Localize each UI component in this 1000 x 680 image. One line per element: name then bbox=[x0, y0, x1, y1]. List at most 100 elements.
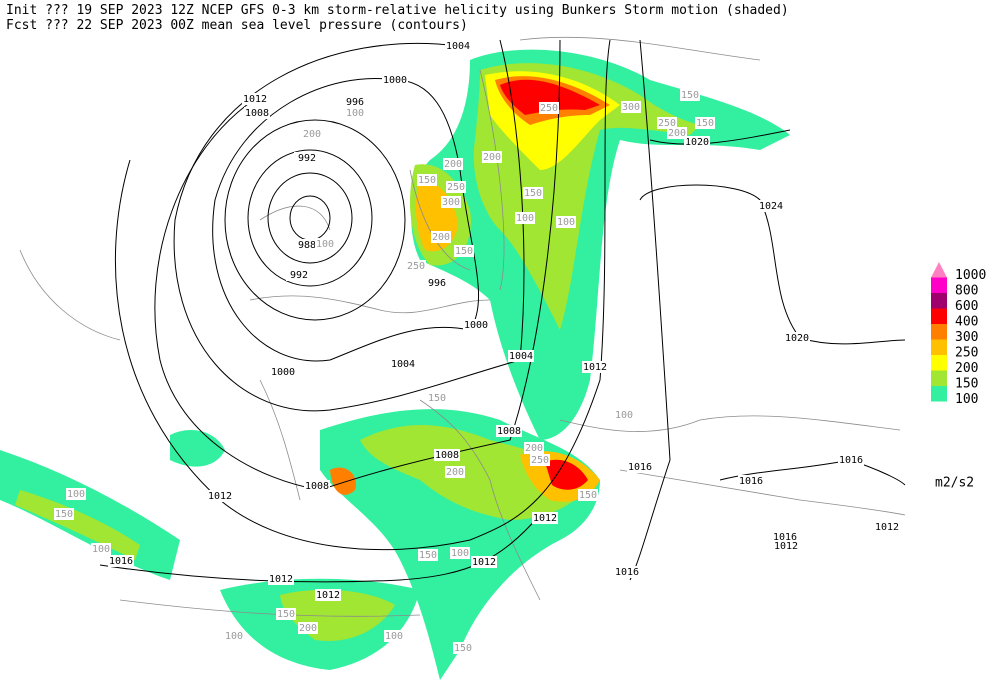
helicity-label: 200 bbox=[446, 467, 464, 478]
helicity-label: 150 bbox=[277, 609, 295, 620]
isobar-label: 1012 bbox=[875, 522, 899, 533]
label-background bbox=[657, 117, 677, 129]
helicity-label: 150 bbox=[681, 90, 699, 101]
label-background bbox=[450, 547, 470, 559]
isobar-label: 1012 bbox=[472, 557, 496, 568]
label-background bbox=[524, 442, 544, 454]
label-background bbox=[445, 466, 465, 478]
helicity-label: 100 bbox=[557, 217, 575, 228]
isobar-label: 992 bbox=[290, 270, 308, 281]
label-background bbox=[773, 540, 799, 552]
helicity-label: 150 bbox=[55, 509, 73, 520]
legend-swatch bbox=[931, 386, 947, 402]
label-background bbox=[482, 151, 502, 163]
label-background bbox=[382, 74, 408, 86]
label-background bbox=[91, 543, 111, 555]
helicity-label: 100 bbox=[316, 239, 334, 250]
helicity-label: 100 bbox=[346, 108, 364, 119]
label-background bbox=[427, 392, 447, 404]
isobar-label: 1024 bbox=[759, 201, 783, 212]
helicity-labels: 250 3001501502502002002002503002002501501… bbox=[54, 89, 715, 654]
label-background bbox=[680, 89, 700, 101]
isobar bbox=[114, 39, 611, 551]
label-background bbox=[530, 454, 550, 466]
shaded-area bbox=[330, 467, 356, 495]
shaded-area bbox=[545, 459, 588, 490]
shaded-area bbox=[0, 450, 180, 580]
label-background bbox=[874, 521, 900, 533]
label-background bbox=[315, 589, 341, 601]
label-background bbox=[446, 181, 466, 193]
isobar bbox=[247, 149, 373, 287]
helicity-label: 150 bbox=[696, 118, 714, 129]
isobar-label: 1004 bbox=[391, 359, 415, 370]
isobar-label: 1012 bbox=[774, 541, 798, 552]
legend-label: 250 bbox=[955, 346, 978, 361]
label-background bbox=[418, 549, 438, 561]
isobar-label: 996 bbox=[346, 97, 364, 108]
helicity-label: 150 bbox=[454, 643, 472, 654]
label-background bbox=[294, 239, 320, 251]
label-background bbox=[614, 566, 640, 578]
helicity-label: 200 bbox=[483, 152, 501, 163]
isobar-label: 992 bbox=[298, 153, 316, 164]
label-background bbox=[108, 555, 134, 567]
label-background bbox=[54, 508, 74, 520]
isobar bbox=[99, 39, 671, 583]
legend-swatch bbox=[931, 277, 947, 293]
label-background bbox=[298, 622, 318, 634]
helicity-label: 150 bbox=[455, 246, 473, 257]
isobar-label: 1016 bbox=[615, 567, 639, 578]
label-background bbox=[431, 231, 451, 243]
isobar-label: 1004 bbox=[509, 351, 533, 362]
isobar-label: 1000 bbox=[271, 367, 295, 378]
isobar-label: 1012 bbox=[316, 590, 340, 601]
helicity-label: 150 bbox=[524, 188, 542, 199]
label-background bbox=[294, 152, 320, 164]
isobar-label: 1012 bbox=[533, 513, 557, 524]
isobar-label: 996 bbox=[428, 278, 446, 289]
label-background bbox=[627, 461, 653, 473]
isobar-label: 1012 bbox=[269, 574, 293, 585]
label-background bbox=[302, 128, 322, 140]
helicity-label: 100 bbox=[67, 489, 85, 500]
helicity-label: 250 bbox=[447, 182, 465, 193]
label-background bbox=[471, 556, 497, 568]
isobar-label: 1000 bbox=[383, 75, 407, 86]
label-background bbox=[207, 490, 233, 502]
label-background bbox=[66, 488, 86, 500]
legend-swatch bbox=[931, 293, 947, 309]
helicity-label: 200 bbox=[432, 232, 450, 243]
label-background bbox=[445, 40, 471, 52]
isobar-label: 1020 bbox=[785, 333, 809, 344]
label-background bbox=[276, 608, 296, 620]
label-background bbox=[406, 260, 426, 272]
label-background bbox=[342, 96, 368, 108]
helicity-label: 250 bbox=[407, 261, 425, 272]
helicity-label: 100 bbox=[615, 410, 633, 421]
label-background bbox=[384, 630, 404, 642]
label-background bbox=[454, 245, 474, 257]
legend-label: 600 bbox=[955, 299, 978, 314]
label-background bbox=[508, 350, 534, 362]
isobar-label: 1012 bbox=[243, 94, 267, 105]
label-background bbox=[270, 366, 296, 378]
label-background bbox=[304, 480, 330, 492]
helicity-label: 100 bbox=[92, 544, 110, 555]
helicity-label: 200 bbox=[303, 129, 321, 140]
label-background bbox=[441, 196, 461, 208]
label-background bbox=[758, 200, 784, 212]
isobar-label: 1008 bbox=[305, 481, 329, 492]
helicity-label: 200 bbox=[525, 443, 543, 454]
legend-swatch bbox=[931, 339, 947, 355]
label-background bbox=[434, 449, 460, 461]
legend-unit: m2/s2 bbox=[935, 476, 974, 491]
isobar-label: 1012 bbox=[208, 491, 232, 502]
label-background bbox=[496, 425, 522, 437]
label-background bbox=[424, 277, 450, 289]
helicity-label: 250 bbox=[531, 455, 549, 466]
label-background bbox=[684, 136, 710, 148]
label-background bbox=[695, 117, 715, 129]
shaded-area bbox=[500, 79, 600, 115]
